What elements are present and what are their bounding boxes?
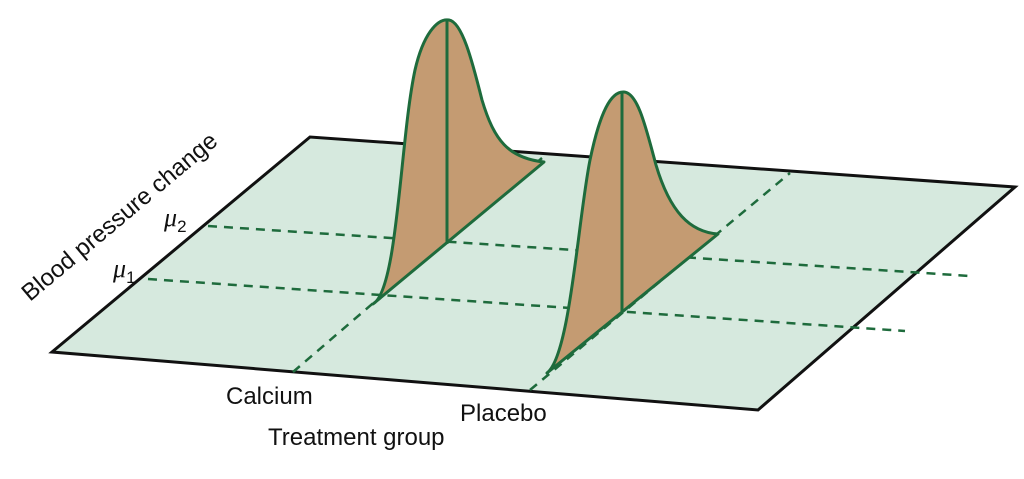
placebo-label: Placebo (460, 400, 547, 427)
mu-1-label: μ1 (112, 254, 136, 287)
mu1-level-line (147, 277, 906, 333)
x-axis-label: Treatment group (268, 424, 445, 451)
base-plane (48, 135, 1019, 412)
mu-2-label: μ2 (163, 203, 187, 236)
calcium-label: Calcium (226, 383, 313, 410)
placebo-group-line (529, 172, 791, 391)
placebo-distribution-curve (545, 90, 720, 375)
